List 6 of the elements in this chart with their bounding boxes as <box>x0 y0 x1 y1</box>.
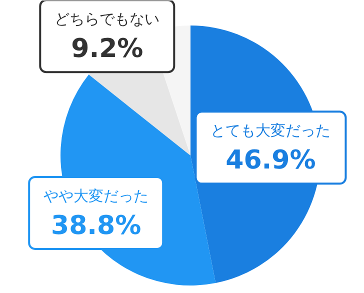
data-label: 9.2% <box>71 34 144 64</box>
slice-label: とても大変だった <box>210 122 331 140</box>
slice-label: やや大変だった <box>44 186 149 205</box>
slice-label: どちらでもない <box>54 10 160 28</box>
data-label: 38.8% <box>51 210 142 241</box>
data-label: 46.9% <box>226 146 316 176</box>
